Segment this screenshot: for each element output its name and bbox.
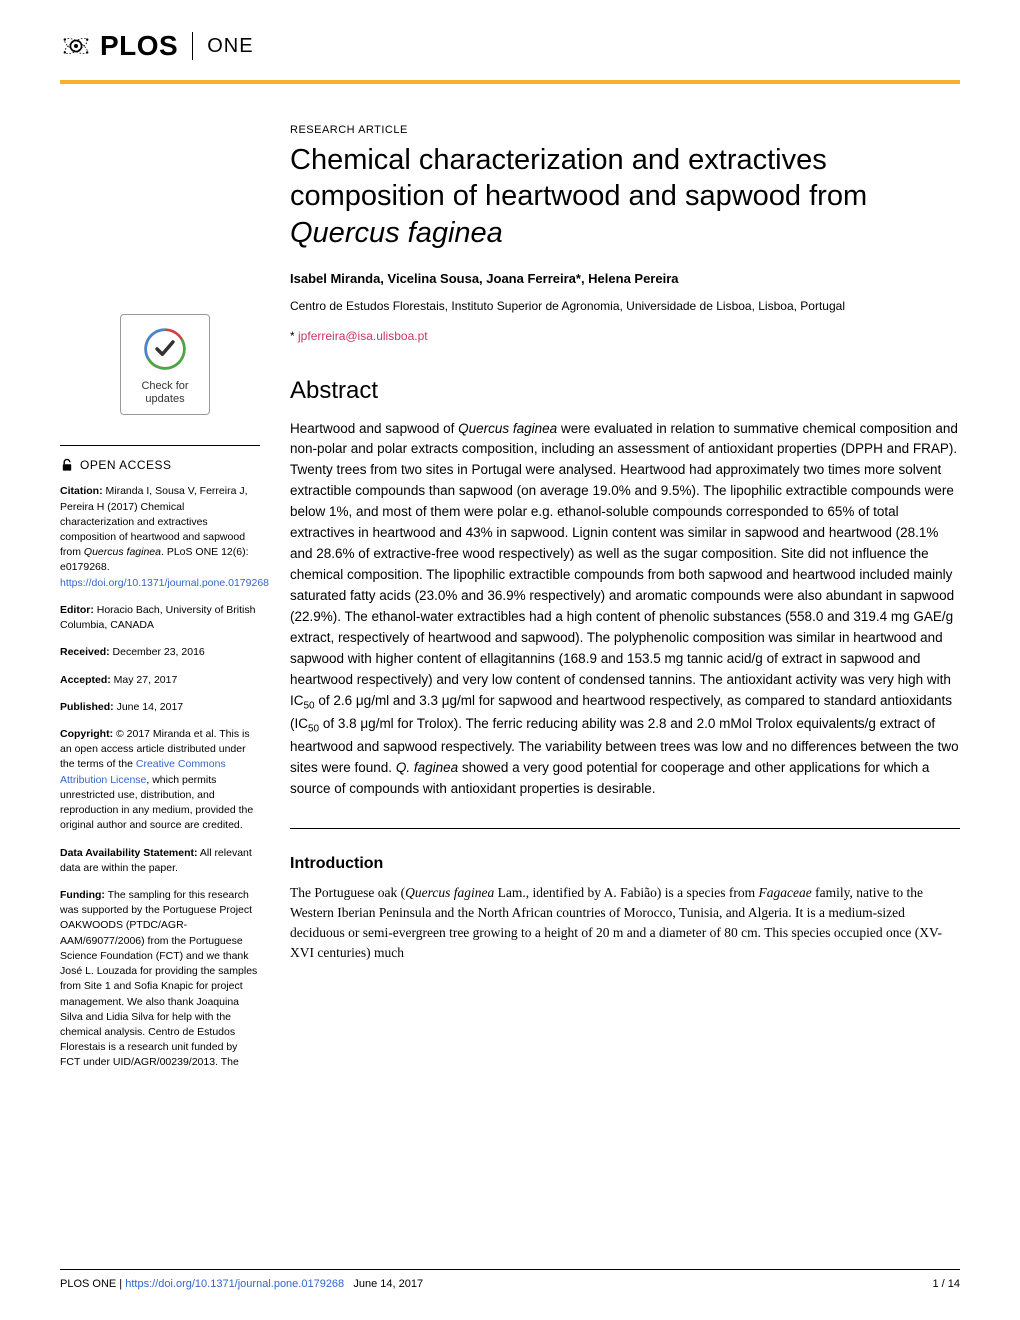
corresponding-author: * jpferreira@isa.ulisboa.pt [290,329,960,343]
check-updates-label: Check for updates [129,380,201,406]
received-block: Received: December 23, 2016 [60,645,260,660]
published-block: Published: June 14, 2017 [60,700,260,715]
abstract-body: Heartwood and sapwood of Quercus faginea… [290,419,960,800]
plos-logo: PLOS ONE [60,30,960,62]
article-title: Chemical characterization and extractive… [290,142,960,251]
data-availability-block: Data Availability Statement: All relevan… [60,846,260,876]
open-access-text: OPEN ACCESS [80,458,172,472]
introduction-heading: Introduction [290,855,960,873]
editor-block: Editor: Horacio Bach, University of Brit… [60,603,260,633]
journal-header: PLOS ONE [0,0,1020,72]
open-access-badge: OPEN ACCESS [60,458,260,472]
check-updates-badge[interactable]: Check for updates [120,314,210,415]
footer-journal: PLOS ONE | [60,1278,125,1290]
corresp-email[interactable]: jpferreira@isa.ulisboa.pt [298,329,428,343]
accepted-block: Accepted: May 27, 2017 [60,673,260,688]
footer-doi-link[interactable]: https://doi.org/10.1371/journal.pone.017… [125,1278,344,1290]
crossmark-icon [143,327,187,371]
page-footer: PLOS ONE | https://doi.org/10.1371/journ… [60,1269,960,1290]
introduction-body: The Portuguese oak (Quercus faginea Lam.… [290,883,960,964]
doi-link[interactable]: https://doi.org/10.1371/journal.pone.017… [60,577,269,589]
open-lock-icon [60,458,74,472]
main-column: RESEARCH ARTICLE Chemical characterizati… [290,124,960,1071]
sidebar-rule [60,445,260,446]
abstract-heading: Abstract [290,377,960,405]
copyright-block: Copyright: © 2017 Miranda et al. This is… [60,727,260,834]
page-number: 1 / 14 [932,1278,960,1290]
plos-icon [60,30,92,62]
citation-block: Citation: Miranda I, Sousa V, Ferreira J… [60,484,260,591]
plos-subbrand-text: ONE [207,35,253,58]
author-list: Isabel Miranda, Vicelina Sousa, Joana Fe… [290,271,960,286]
brand-divider [192,32,193,60]
sidebar: Check for updates OPEN ACCESS Citation: … [60,124,260,1071]
affiliation: Centro de Estudos Florestais, Instituto … [290,298,960,315]
article-type: RESEARCH ARTICLE [290,124,960,136]
funding-block: Funding: The sampling for this research … [60,888,260,1071]
section-rule [290,828,960,829]
plos-brand-text: PLOS [100,30,178,62]
footer-date: June 14, 2017 [353,1278,423,1290]
